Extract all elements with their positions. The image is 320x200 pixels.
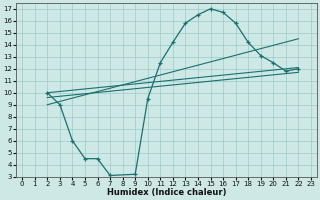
X-axis label: Humidex (Indice chaleur): Humidex (Indice chaleur) [107,188,226,197]
